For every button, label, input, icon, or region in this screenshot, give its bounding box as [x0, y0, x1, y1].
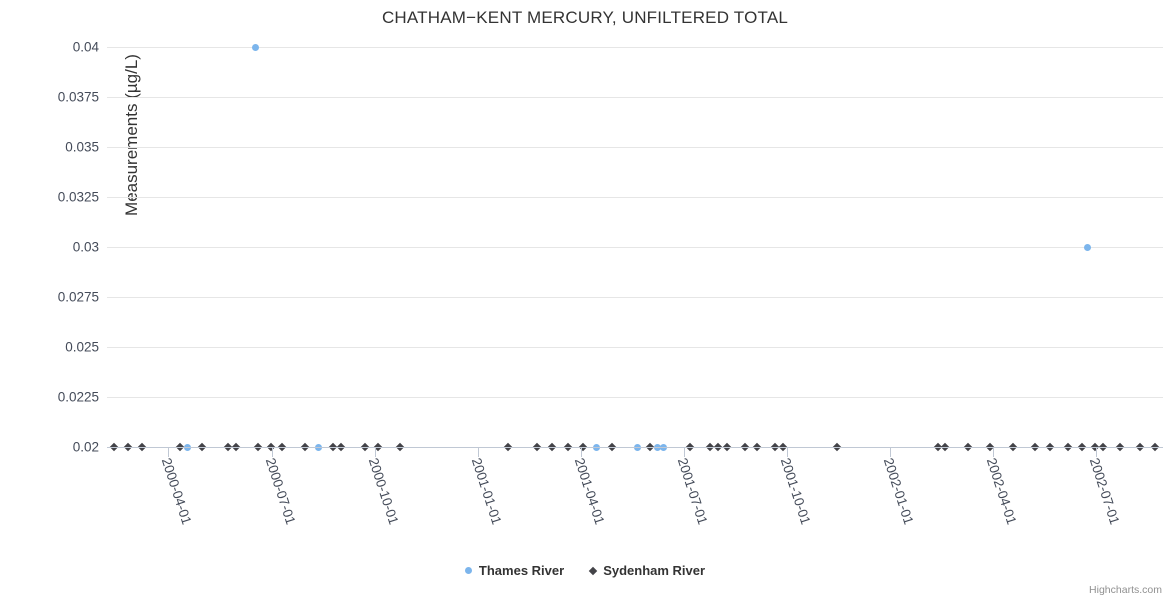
- y-axis-tick-label: 0.0275: [57, 289, 99, 305]
- y-axis-tick-labels: 0.04 0.0375 0.035 0.0325 0.03 0.0275 0.025 0.02…: [0, 0, 99, 600]
- x-axis-tick-label: 2000-04-01: [158, 456, 195, 527]
- legend-label: Thames River: [478, 563, 565, 578]
- legend-item-thames-river[interactable]: Thames River: [464, 563, 565, 578]
- x-axis-tick-label: 2000-10-01: [365, 456, 402, 527]
- legend-label: Sydenham River: [603, 563, 706, 578]
- circle-marker-icon: [464, 567, 472, 574]
- data-point[interactable]: [1083, 243, 1091, 251]
- chart-title: CHATHAM−KENT MERCURY, UNFILTERED TOTAL: [381, 8, 789, 27]
- y-axis-tick-label: 0.0325: [57, 189, 99, 205]
- y-axis-tick-label: 0.03: [72, 239, 99, 255]
- x-axis-tick-mark: [272, 448, 273, 457]
- y-axis-tick-label: 0.04: [72, 39, 99, 55]
- y-axis-tick-label: 0.02: [72, 439, 99, 455]
- y-axis-tick-label: 0.0375: [57, 89, 99, 105]
- chart-legend: Thames River Sydenham River: [0, 563, 1170, 578]
- x-axis-tick-label: 2002-07-01: [1086, 456, 1123, 527]
- x-axis-tick-mark: [375, 448, 376, 457]
- grid-line: [107, 247, 1163, 248]
- x-axis-tick-mark: [1096, 448, 1097, 457]
- x-axis-tick-mark: [581, 448, 582, 457]
- grid-line: [107, 47, 1163, 48]
- y-axis-tick-label: 0.035: [65, 139, 99, 155]
- grid-line: [107, 147, 1163, 148]
- highcharts-credits[interactable]: Highcharts.com: [1089, 584, 1162, 596]
- x-axis-tick-label: 2001-10-01: [777, 456, 814, 527]
- x-axis-tick-label: 2001-04-01: [571, 456, 608, 527]
- x-axis-tick-mark: [478, 448, 479, 457]
- x-axis-tick-label: 2002-01-01: [880, 456, 917, 527]
- x-axis-tick-label: 2002-04-01: [983, 456, 1020, 527]
- grid-line: [107, 97, 1163, 98]
- y-axis-tick-label: 0.025: [65, 339, 99, 355]
- x-axis-tick-mark: [890, 448, 891, 457]
- plot-area: [107, 43, 1163, 452]
- data-point[interactable]: [251, 43, 259, 51]
- x-axis-tick-label: 2001-01-01: [468, 456, 505, 527]
- x-axis-tick-label: 2000-07-01: [262, 456, 299, 527]
- x-axis-tick-mark: [993, 448, 994, 457]
- grid-line: [107, 197, 1163, 198]
- legend-item-sydenham-river[interactable]: Sydenham River: [588, 563, 706, 578]
- grid-line: [107, 297, 1163, 298]
- x-axis-tick-mark: [168, 448, 169, 457]
- x-axis-tick-mark: [787, 448, 788, 457]
- x-axis-line: [107, 447, 1163, 448]
- x-axis-tick-mark: [684, 448, 685, 457]
- grid-line: [107, 397, 1163, 398]
- grid-line: [107, 347, 1163, 348]
- y-axis-tick-label: 0.0225: [57, 389, 99, 405]
- x-axis-tick-label: 2001-07-01: [674, 456, 711, 527]
- diamond-marker-icon: [588, 566, 598, 575]
